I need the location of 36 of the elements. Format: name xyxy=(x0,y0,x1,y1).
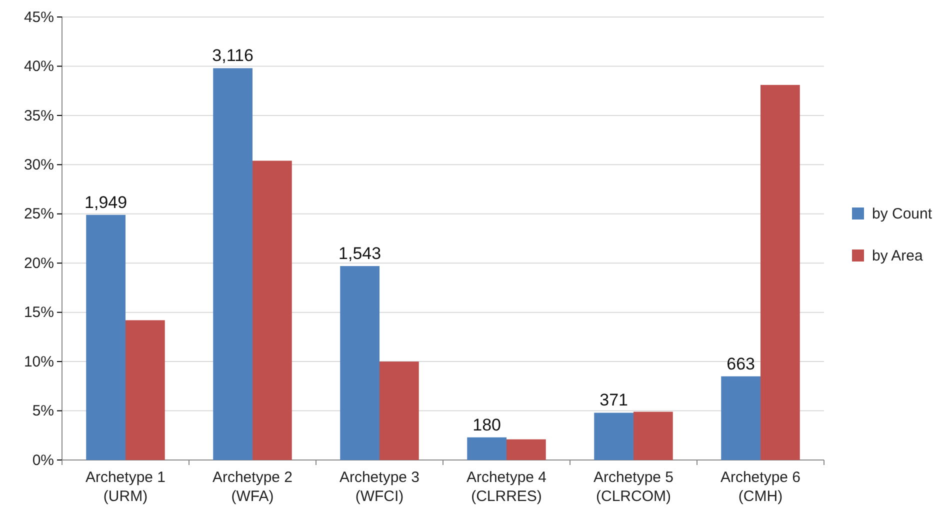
x-tick-label: Archetype 6 (CMH) xyxy=(720,469,801,505)
bar xyxy=(340,266,380,460)
annotation: 371 xyxy=(600,390,628,410)
bar xyxy=(506,439,546,460)
annotation: 3,116 xyxy=(212,46,254,66)
annotation: 663 xyxy=(726,354,756,374)
y-tick-label: 40% xyxy=(24,58,54,76)
legend-label: by Count xyxy=(872,206,933,222)
x-tick-label: Archetype 3 (WFCI) xyxy=(339,469,420,505)
bar xyxy=(634,412,673,460)
bar xyxy=(721,376,760,460)
bar xyxy=(126,320,165,460)
bar xyxy=(86,214,126,460)
bar xyxy=(252,160,292,460)
annotation: 180 xyxy=(472,415,502,434)
y-tick-label: 25% xyxy=(24,206,54,223)
y-tick-label: 45% xyxy=(24,8,54,26)
annotation: 1,543 xyxy=(338,244,382,264)
x-tick-label: Archetype 2 (WFA) xyxy=(212,469,293,505)
y-tick-label: 30% xyxy=(24,156,54,174)
y-tick-label: 0% xyxy=(32,452,54,469)
y-tick-label: 5% xyxy=(32,402,54,420)
bar xyxy=(213,68,252,460)
y-tick-label: 10% xyxy=(24,353,54,370)
x-tick-label: Archetype 4 (CLRRES) xyxy=(466,469,547,505)
y-tick-label: 15% xyxy=(24,304,54,322)
y-tick-label: 20% xyxy=(24,254,54,272)
legend-label: by Area xyxy=(872,248,924,264)
y-tick-label: 35% xyxy=(24,107,54,124)
bar xyxy=(380,362,419,460)
x-tick-label: Archetype 5 (CLRCOM) xyxy=(593,469,674,505)
x-tick-label: Archetype 1 (URM) xyxy=(85,469,166,505)
annotation: 1,949 xyxy=(84,192,128,212)
bar xyxy=(760,84,800,460)
bar xyxy=(594,412,634,460)
bar xyxy=(467,437,506,460)
